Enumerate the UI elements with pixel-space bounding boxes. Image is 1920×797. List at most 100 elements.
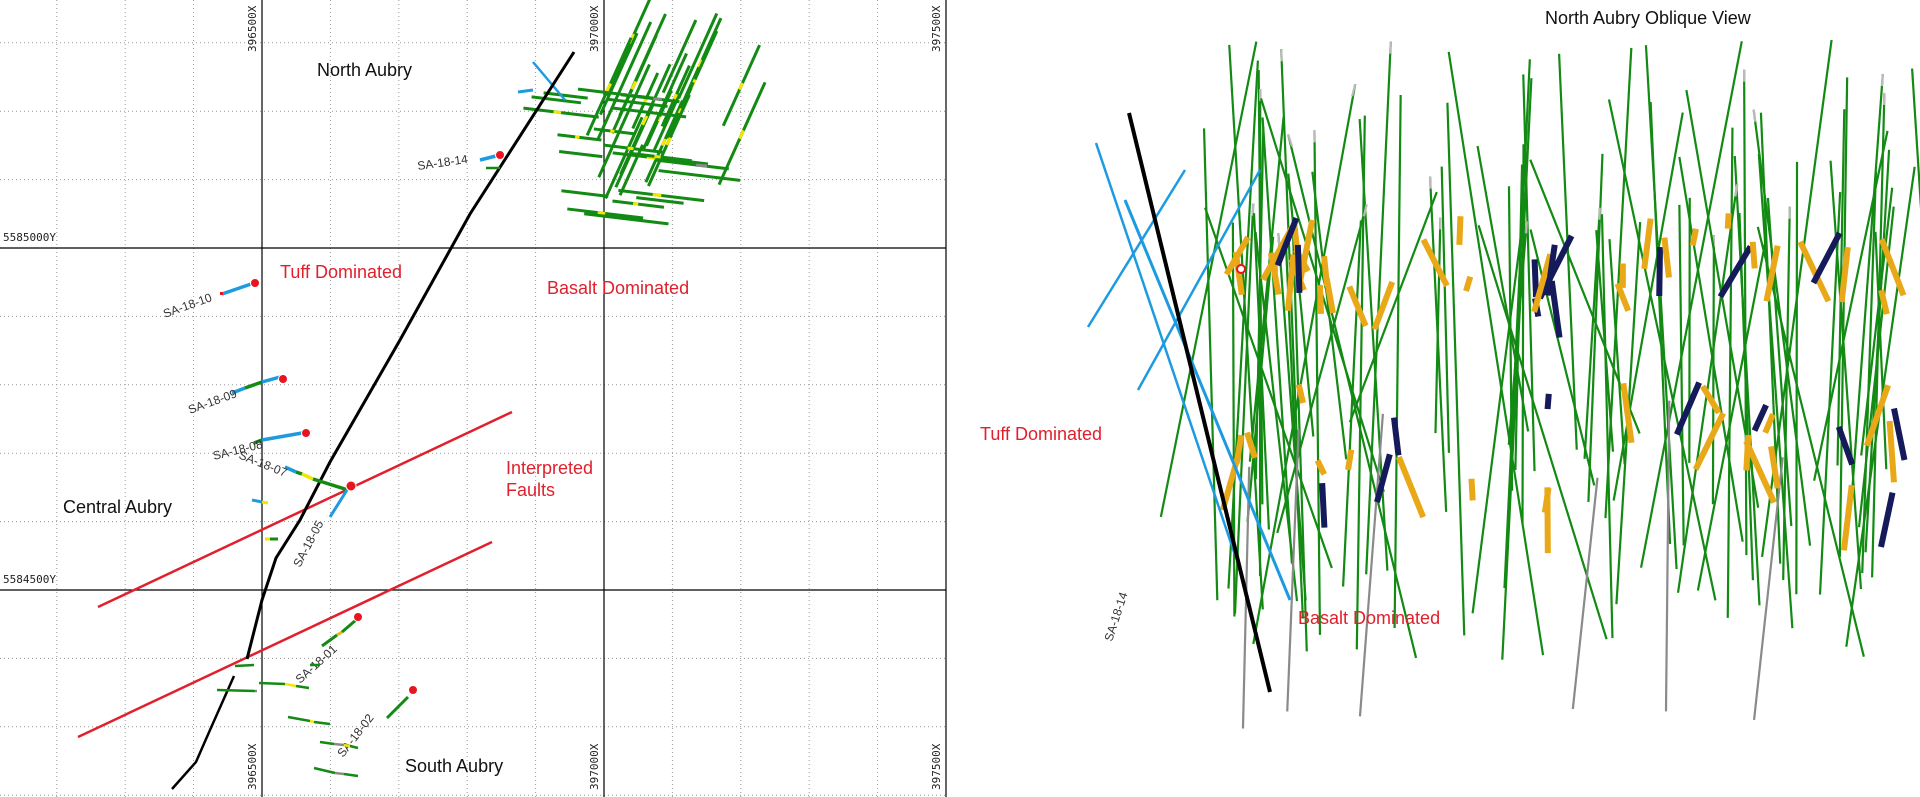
oblique-drill-trace bbox=[1757, 153, 1794, 629]
orange-intercept bbox=[1743, 434, 1752, 471]
orange-intercept bbox=[1531, 253, 1554, 313]
drill-hole-sa-18-14[interactable]: SA-18-14 bbox=[416, 150, 505, 173]
drill-hole-sa-18-10[interactable]: SA-18-10 bbox=[161, 278, 260, 321]
navy-intercept bbox=[1891, 407, 1908, 461]
orange-intercept bbox=[1314, 459, 1327, 476]
orange-intercept bbox=[1223, 235, 1251, 276]
blue-trace-4 bbox=[1086, 169, 1187, 328]
orange-intercept bbox=[1316, 284, 1325, 315]
oblique-drill-trace bbox=[1595, 230, 1615, 452]
gray-collar-segment bbox=[1287, 134, 1294, 147]
domain-label-tuff: Tuff Dominated bbox=[280, 262, 402, 282]
oblique-intercepts bbox=[1219, 213, 1908, 554]
gray-collar-segment bbox=[1351, 83, 1357, 97]
faults-label-line2: Faults bbox=[506, 480, 555, 500]
navy-intercept bbox=[1548, 280, 1563, 338]
central-south-drill-traces bbox=[216, 498, 359, 778]
oblique-drill-trace bbox=[1248, 116, 1285, 462]
oblique-drill-trace bbox=[1849, 73, 1884, 506]
hole-label: SA-18-09 bbox=[186, 386, 239, 417]
orange-intercept bbox=[1689, 228, 1699, 247]
sa-18-14-trace bbox=[1123, 199, 1292, 601]
domain-label-basalt: Basalt Dominated bbox=[547, 278, 689, 298]
navy-intercept bbox=[1544, 244, 1558, 296]
oblique-drill-trace bbox=[1291, 230, 1308, 652]
orange-intercept bbox=[1420, 238, 1450, 288]
oblique-gray-trace bbox=[1664, 400, 1671, 712]
oblique-drill-trace bbox=[1446, 102, 1466, 636]
navy-intercept bbox=[1537, 234, 1575, 300]
oblique-drill-trace bbox=[1254, 126, 1265, 480]
orange-intercept bbox=[1346, 285, 1369, 328]
oblique-gray-trace bbox=[1358, 413, 1384, 717]
navy-intercept bbox=[1674, 381, 1702, 436]
orange-intercept bbox=[1749, 241, 1758, 269]
drill-trace bbox=[607, 97, 668, 108]
contact-line-south-segment bbox=[171, 675, 236, 790]
oblique-drill-trace bbox=[1393, 94, 1402, 629]
hole-label: SA-18-10 bbox=[161, 290, 214, 321]
oblique-drill-trace bbox=[1355, 115, 1366, 650]
y-label-5585000: 5585000Y bbox=[3, 231, 56, 244]
collar-icon bbox=[495, 150, 505, 160]
drill-hole-sa-18-09[interactable]: SA-18-09 bbox=[186, 374, 288, 417]
oblique-gray-trace bbox=[1752, 457, 1784, 721]
oblique-drill-trace bbox=[1529, 229, 1596, 486]
drill-hole-sa-18-07[interactable]: SA-18-07 bbox=[237, 448, 357, 492]
drill-trace bbox=[583, 212, 669, 226]
drill-trace bbox=[652, 92, 682, 153]
minor-grid bbox=[0, 0, 946, 797]
drill-trace bbox=[597, 63, 651, 178]
drill-trace bbox=[641, 52, 688, 152]
gray-collar-segment bbox=[1752, 109, 1757, 122]
orange-intercept bbox=[1345, 449, 1355, 471]
oblique-drill-trace bbox=[1874, 231, 1888, 470]
orange-intercept bbox=[1614, 282, 1632, 312]
oblique-drill-trace bbox=[1477, 224, 1608, 640]
fault-line-south bbox=[77, 540, 493, 739]
drill-hole-sa-18-02[interactable]: SA-18-02 bbox=[334, 685, 418, 760]
orange-intercept bbox=[1468, 478, 1476, 501]
orange-intercept bbox=[1762, 413, 1776, 434]
orange-intercept bbox=[1463, 275, 1474, 292]
oblique-drill-trace bbox=[1838, 77, 1849, 557]
drill-trace bbox=[561, 189, 609, 198]
drill-trace bbox=[596, 21, 653, 140]
oblique-3d-view: North Aubry Oblique View Tuff Dominated … bbox=[980, 8, 1920, 729]
mineralized-interval bbox=[665, 136, 672, 146]
orange-intercept bbox=[1661, 237, 1672, 278]
gray-collar-segment bbox=[1388, 41, 1392, 54]
orange-intercept bbox=[1284, 254, 1297, 312]
region-label-north-aubry: North Aubry bbox=[317, 60, 412, 80]
oblique-drill-trace bbox=[1600, 214, 1614, 639]
oblique-drill-trace bbox=[1440, 166, 1451, 453]
oblique-drill-trace bbox=[1365, 41, 1392, 575]
drill-hole-sa-18-01[interactable]: SA-18-01 bbox=[293, 612, 363, 687]
x-label-397000-top: 397000X bbox=[588, 5, 601, 52]
mineralized-interval bbox=[738, 82, 744, 91]
gray-interval bbox=[696, 163, 708, 168]
mineralized-interval bbox=[632, 202, 639, 206]
x-label-396500-top: 396500X bbox=[246, 5, 259, 52]
oblique-drill-trace bbox=[1766, 197, 1793, 527]
oblique-drill-trace bbox=[1649, 102, 1672, 544]
collar-icon bbox=[345, 480, 357, 492]
drill-trace bbox=[593, 127, 636, 136]
oblique-drill-trace bbox=[1607, 99, 1717, 601]
oblique-drill-trace bbox=[1503, 59, 1531, 589]
oblique-drill-trace bbox=[1204, 207, 1333, 569]
navy-intercept bbox=[1374, 453, 1393, 503]
navy-intercept bbox=[1544, 393, 1552, 410]
oblique-drill-trace bbox=[1587, 153, 1604, 502]
gray-collar-segment bbox=[1734, 184, 1739, 197]
collar-icon bbox=[353, 612, 363, 622]
navy-intercept bbox=[1835, 425, 1855, 466]
drill-trace bbox=[531, 95, 582, 105]
mineralized-interval bbox=[627, 146, 634, 151]
oblique-drill-trace bbox=[1639, 41, 1743, 568]
orange-intercept bbox=[1271, 255, 1278, 273]
x-label-396500-bottom: 396500X bbox=[246, 743, 259, 790]
navy-intercept bbox=[1319, 482, 1328, 528]
mineralized-interval bbox=[641, 115, 649, 126]
oblique-drill-trace bbox=[1501, 78, 1533, 660]
